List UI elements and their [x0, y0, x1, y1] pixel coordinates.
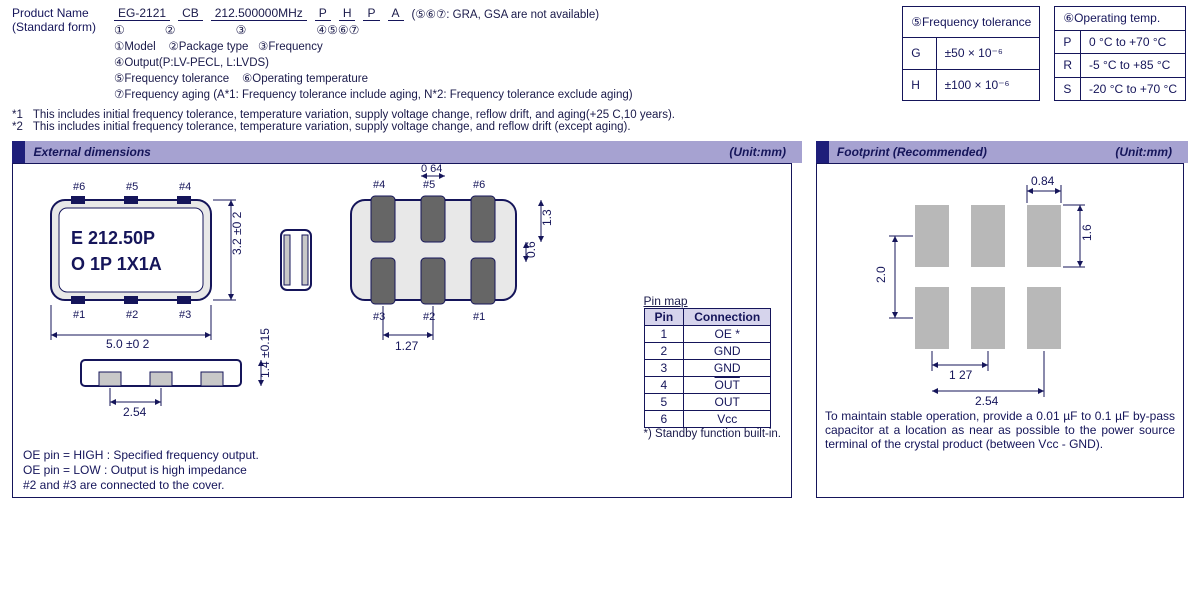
note1-star: *1 — [12, 109, 23, 121]
banner-fp-unit: (Unit:mm) — [1115, 145, 1180, 159]
marker-1: ① — [114, 23, 125, 37]
ot-code-0: P — [1055, 30, 1081, 54]
pm-h0: Pin — [644, 309, 684, 326]
svg-text:#2: #2 — [126, 309, 138, 321]
freq-tol-title: ⑤Frequency tolerance — [903, 7, 1040, 38]
marker-row: ① ② ③ ④⑤⑥⑦ — [114, 23, 884, 37]
avail-note: (⑤⑥⑦: GRA, GSA are not available) — [412, 7, 600, 21]
svg-text:#6: #6 — [473, 179, 485, 191]
svg-text:#5: #5 — [126, 181, 138, 193]
banner-ext-dims: External dimensions (Unit:mm) — [12, 141, 802, 163]
svg-text:#1: #1 — [73, 309, 85, 321]
pn-ftol: H — [339, 6, 356, 21]
pm-h1: Connection — [684, 309, 771, 326]
oe-note-2: OE pin = LOW : Output is high impedance — [23, 463, 259, 478]
ft-val-1: ±100 × 10⁻⁶ — [936, 69, 1040, 100]
footprint-svg: 0.84 1.6 2.0 1 27 — [825, 170, 1175, 400]
banner-ext-unit: (Unit:mm) — [729, 145, 794, 159]
pinmap-foot: *) Standby function built-in. — [644, 428, 781, 440]
legend-3: ③Frequency — [258, 41, 323, 53]
svg-text:2.54: 2.54 — [123, 405, 147, 419]
svg-text:1.6: 1.6 — [1080, 224, 1094, 241]
note1: This includes initial frequency toleranc… — [33, 109, 675, 121]
svg-text:1 27: 1 27 — [949, 368, 973, 382]
ext-dims-panel: #6 #5 #4 #1 #2 #3 E 212.50P O 1P 1X1A 5.0 ±0… — [12, 163, 792, 498]
legend-7: ⑦Frequency aging (A*1: Frequency toleran… — [114, 87, 884, 101]
product-name-label: Product Name — [12, 6, 96, 20]
product-name-sub: (Standard form) — [12, 20, 96, 34]
svg-text:0.84: 0.84 — [1031, 174, 1055, 188]
svg-text:#4: #4 — [179, 181, 191, 193]
svg-text:5.0 ±0 2: 5.0 ±0 2 — [106, 337, 150, 351]
legend-5: ⑤Frequency tolerance — [114, 73, 229, 85]
svg-text:#1: #1 — [473, 311, 485, 323]
ft-code-0: G — [903, 38, 936, 69]
svg-text:#6: #6 — [73, 181, 85, 193]
pn-optemp: P — [363, 6, 379, 21]
svg-text:#5: #5 — [423, 179, 435, 191]
svg-text:0 64: 0 64 — [421, 163, 442, 175]
oe-notes: OE pin = HIGH : Specified frequency outp… — [23, 448, 259, 493]
svg-text:1.27: 1.27 — [395, 339, 419, 353]
pn-model: EG-2121 — [114, 6, 170, 21]
pn-package: CB — [178, 6, 203, 21]
pinmap-table: PinConnection 1OE * 2GND 3GND 4OUT 5OUT … — [644, 308, 772, 428]
ot-code-1: R — [1055, 54, 1081, 78]
ft-val-0: ±50 × 10⁻⁶ — [936, 38, 1040, 69]
pn-freq: 212.500000MHz — [211, 6, 307, 21]
ot-val-0: 0 °C to +70 °C — [1081, 30, 1186, 54]
pinmap-block: Pin map PinConnection 1OE * 2GND 3GND 4O… — [644, 294, 781, 440]
legend-1: ①Model — [114, 41, 156, 53]
pinmap-title: Pin map — [644, 294, 781, 308]
freq-tol-table: ⑤Frequency tolerance G±50 × 10⁻⁶ H±100 ×… — [902, 6, 1040, 101]
svg-text:O 1P 1X1A: O 1P 1X1A — [71, 254, 162, 274]
footprint-note: To maintain stable operation, provide a … — [825, 409, 1175, 451]
ot-code-2: S — [1055, 77, 1081, 101]
svg-text:1.4 ±0.15: 1.4 ±0.15 — [258, 328, 272, 378]
svg-text:0.6: 0.6 — [524, 241, 538, 258]
marker-2: ② — [165, 23, 176, 37]
legend-2: ②Package type — [168, 41, 248, 53]
svg-text:#3: #3 — [179, 309, 191, 321]
optemp-title: ⑥Operating temp. — [1055, 7, 1186, 31]
ot-val-2: -20 °C to +70 °C — [1081, 77, 1186, 101]
svg-text:2.54: 2.54 — [975, 394, 999, 408]
banner-footprint: Footprint (Recommended) (Unit:mm) — [816, 141, 1188, 163]
svg-text:#4: #4 — [373, 179, 385, 191]
banner-fp-title: Footprint (Recommended) — [837, 145, 987, 159]
svg-text:3.2 ±0 2: 3.2 ±0 2 — [230, 211, 244, 255]
marker-4567: ④⑤⑥⑦ — [316, 23, 359, 37]
oe-note-1: OE pin = HIGH : Specified frequency outp… — [23, 448, 259, 463]
footprint-panel: 0.84 1.6 2.0 1 27 — [816, 163, 1184, 498]
svg-text:1.3: 1.3 — [540, 209, 554, 226]
pn-aging: A — [388, 6, 404, 21]
ot-val-1: -5 °C to +85 °C — [1081, 54, 1186, 78]
legend-6: ⑥Operating temperature — [242, 73, 368, 85]
banner-ext-title: External dimensions — [33, 145, 150, 159]
marker-3: ③ — [236, 23, 247, 37]
optemp-table: ⑥Operating temp. P0 °C to +70 °C R-5 °C … — [1054, 6, 1186, 101]
pn-output: P — [315, 6, 331, 21]
product-name-line: EG-2121 CB 212.500000MHz P H P A (⑤⑥⑦: G… — [114, 6, 884, 21]
ft-code-1: H — [903, 69, 936, 100]
svg-text:E 212.50P: E 212.50P — [71, 228, 155, 248]
legend-4: ④Output(P:LV-PECL, L:LVDS) — [114, 55, 884, 69]
note2: This includes initial frequency toleranc… — [33, 121, 631, 133]
svg-text:2.0: 2.0 — [874, 266, 888, 283]
oe-note-3: #2 and #3 are connected to the cover. — [23, 478, 259, 493]
note2-star: *2 — [12, 121, 23, 133]
